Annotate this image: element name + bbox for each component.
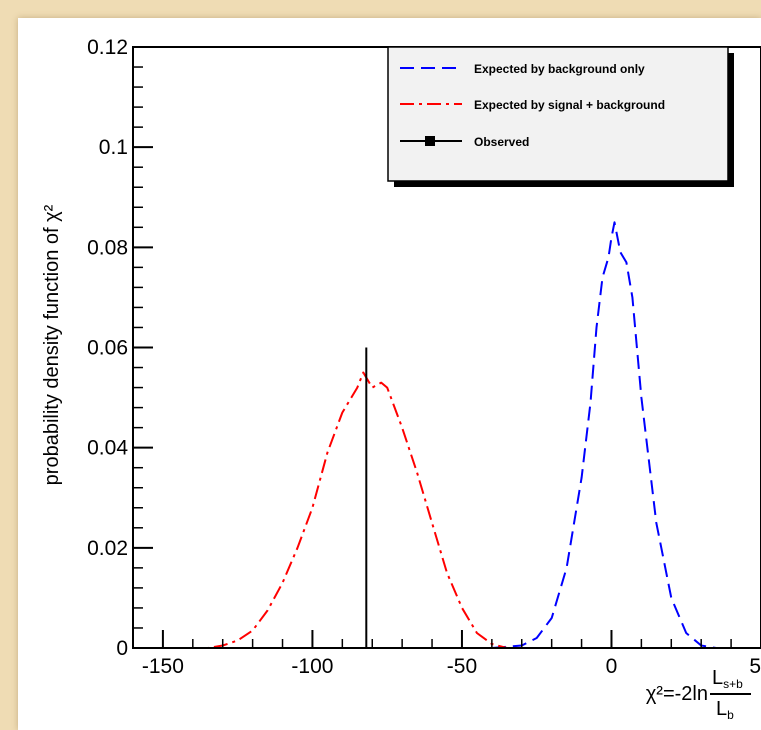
y-tick-label: 0.08 xyxy=(87,236,128,259)
y-tick-label: 0.1 xyxy=(99,136,128,159)
legend-label-background-only: Expected by background only xyxy=(474,62,645,76)
legend-marker-observed xyxy=(425,136,435,146)
y-tick-label: 0.02 xyxy=(87,537,128,560)
y-tick-label: 0.06 xyxy=(87,337,128,360)
x-axis-title: χ²=-2ln Ls+b Lb xyxy=(646,667,751,722)
x-axis-title-denominator-L: L xyxy=(716,698,727,720)
x-axis-title-numerator-sub: s+b xyxy=(723,677,743,691)
x-axis-title-numerator-L: L xyxy=(712,667,723,689)
series-line-expected-by-background-only xyxy=(491,221,761,649)
x-tick-label: -100 xyxy=(291,655,333,678)
y-tick-label: 0.12 xyxy=(87,36,128,59)
x-tick-label: 0 xyxy=(606,655,618,678)
x-axis-title-numerator: Ls+b xyxy=(712,667,743,691)
x-tick-label: -50 xyxy=(447,655,477,678)
legend-entry-signal-background: Expected by signal + background xyxy=(400,98,665,112)
y-tick-label: 0 xyxy=(116,637,128,660)
x-axis-title-prefix: χ²=-2ln xyxy=(646,683,708,705)
legend-entry-background-only: Expected by background only xyxy=(400,62,645,76)
x-tick-label: -150 xyxy=(142,655,184,678)
y-tick-label: 0.04 xyxy=(87,437,128,460)
legend: Expected by background only Expected by … xyxy=(387,46,734,187)
legend-label-signal-background: Expected by signal + background xyxy=(474,98,665,112)
ticks-layer: -150 -100 -50 0 50 0 0.02 0.04 0.06 0.08 0.1 0.12 xyxy=(87,36,761,678)
x-axis-title-denominator: Lb xyxy=(716,698,734,722)
x-axis-title-denominator-sub: b xyxy=(727,708,734,722)
y-axis-title: probability density function of χ² xyxy=(41,204,63,485)
legend-entry-observed: Observed xyxy=(400,135,529,149)
legend-label-observed: Observed xyxy=(474,135,529,149)
series-line-expected-by-signal-background xyxy=(133,371,508,649)
series-layer xyxy=(133,221,761,649)
x-tick-label: 50 xyxy=(749,655,761,678)
legend-box xyxy=(387,46,729,182)
